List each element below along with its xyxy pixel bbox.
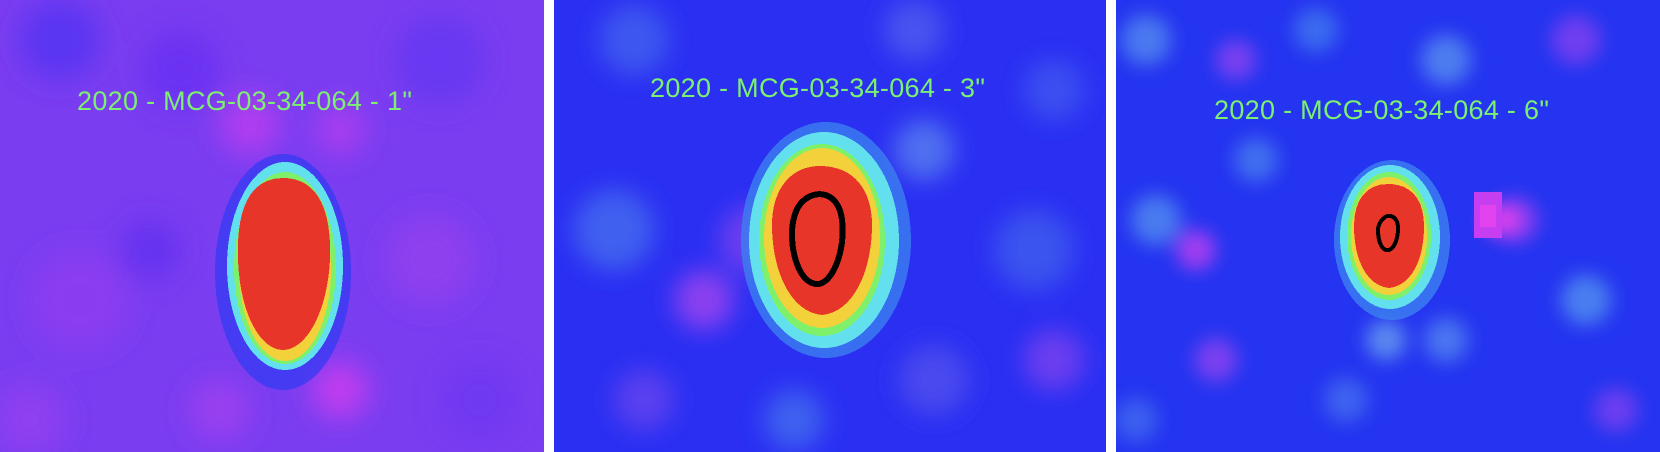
image-panel-3: 2020 - MCG-03-34-064 - 6" bbox=[1116, 0, 1660, 452]
source-emission bbox=[741, 122, 911, 358]
radio-map-3 bbox=[1116, 0, 1660, 452]
image-panel-1: 2020 - MCG-03-34-064 - 1" bbox=[0, 0, 544, 452]
background-noise bbox=[1116, 8, 1638, 442]
background-noise bbox=[0, 0, 520, 452]
panel-title: 2020 - MCG-03-34-064 - 3" bbox=[650, 73, 986, 103]
contour bbox=[1375, 213, 1401, 253]
panel-title: 2020 - MCG-03-34-064 - 6" bbox=[1214, 95, 1550, 125]
source-emission bbox=[215, 154, 351, 390]
radio-map-1 bbox=[0, 0, 544, 452]
panel-title: 2020 - MCG-03-34-064 - 1" bbox=[77, 86, 413, 116]
source-emission bbox=[1334, 160, 1502, 320]
contour bbox=[788, 191, 846, 287]
radio-map-2 bbox=[554, 0, 1106, 452]
image-panel-2: 2020 - MCG-03-34-064 - 3" bbox=[554, 0, 1106, 452]
